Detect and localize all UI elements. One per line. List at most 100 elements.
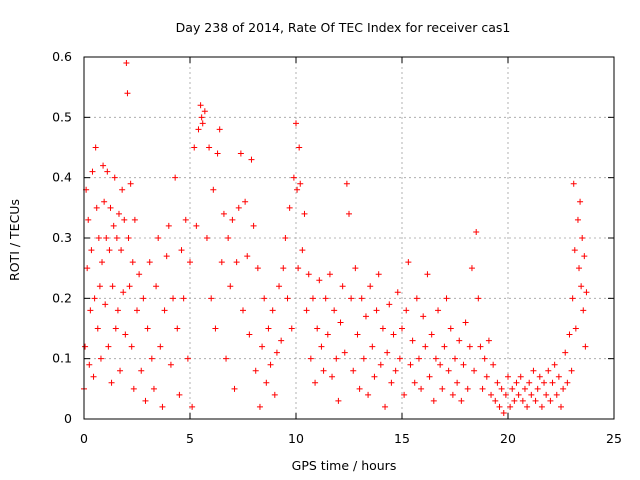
data-point (265, 325, 272, 332)
data-point (494, 379, 501, 386)
y-axis-label: ROTI / TECUs (7, 199, 22, 281)
data-point (150, 385, 157, 392)
data-point (462, 319, 469, 326)
data-point (108, 379, 115, 386)
data-point (432, 355, 439, 362)
data-point (246, 331, 253, 338)
data-point (89, 168, 96, 175)
data-point (543, 391, 550, 398)
data-point (350, 367, 357, 374)
data-point (290, 174, 297, 181)
data-point (294, 186, 301, 193)
data-point (96, 283, 103, 290)
data-point (244, 253, 251, 260)
data-point (392, 367, 399, 374)
data-point (492, 397, 499, 404)
data-point (157, 343, 164, 350)
data-point (318, 343, 325, 350)
data-point (167, 361, 174, 368)
data-point (106, 247, 113, 254)
data-point (324, 331, 331, 338)
data-point (131, 216, 138, 223)
data-point (225, 235, 232, 241)
data-point (117, 367, 124, 374)
data-point (161, 307, 168, 314)
data-point (254, 265, 261, 272)
data-point (206, 144, 213, 151)
data-point (536, 373, 543, 380)
data-point (284, 295, 291, 302)
data-point (517, 373, 524, 380)
data-point (263, 379, 270, 386)
y-tick-label: 0.1 (52, 351, 72, 366)
data-point (182, 216, 189, 223)
data-point (555, 373, 562, 380)
data-point (193, 222, 200, 229)
data-point (420, 313, 427, 320)
data-point (212, 325, 219, 332)
data-point (356, 385, 363, 392)
data-point (88, 247, 95, 254)
data-point (441, 343, 448, 350)
data-point (114, 307, 121, 314)
data-point (343, 180, 350, 187)
data-point (534, 385, 541, 392)
data-point (373, 307, 380, 314)
data-point (580, 307, 587, 314)
data-point (352, 265, 359, 272)
data-point (530, 367, 537, 374)
data-point (437, 361, 444, 368)
data-point (184, 355, 191, 362)
data-point (375, 271, 382, 278)
y-tick-label: 0.6 (52, 49, 72, 64)
data-point (191, 144, 198, 151)
data-point (312, 379, 319, 386)
data-point (460, 361, 467, 368)
data-point (443, 295, 450, 302)
data-point (483, 373, 490, 380)
y-tick-label: 0.5 (52, 109, 72, 124)
data-point (329, 373, 336, 380)
data-point (485, 337, 492, 344)
data-point (479, 385, 486, 392)
data-point (571, 247, 578, 254)
data-point (418, 385, 425, 392)
data-point (424, 271, 431, 278)
data-point (91, 295, 98, 302)
data-point (187, 259, 193, 266)
data-point (582, 343, 589, 350)
data-point (358, 295, 365, 302)
data-point (153, 283, 160, 290)
data-point (481, 355, 488, 362)
data-point (280, 265, 287, 272)
data-point (271, 391, 278, 398)
data-point (109, 283, 116, 290)
data-point (113, 235, 120, 241)
data-point (572, 325, 579, 332)
data-point (256, 403, 263, 410)
data-point (144, 325, 151, 332)
x-axis-label: GPS time / hours (292, 458, 397, 473)
data-point (558, 403, 564, 410)
data-point (93, 204, 100, 211)
data-point (576, 265, 583, 272)
data-point (515, 391, 522, 398)
data-point (415, 355, 422, 362)
data-point (396, 355, 403, 362)
data-point (426, 373, 433, 380)
data-point (242, 198, 249, 205)
data-point (309, 295, 316, 302)
data-point (115, 210, 122, 217)
data-point (577, 198, 584, 205)
data-point (227, 283, 234, 290)
data-point (564, 379, 571, 386)
data-point (125, 235, 132, 241)
data-point (282, 235, 289, 241)
data-point (581, 253, 588, 260)
data-point (346, 210, 352, 217)
data-point (105, 343, 112, 350)
data-point (449, 391, 456, 398)
data-point (286, 204, 293, 211)
data-point (119, 186, 126, 193)
data-point (110, 222, 117, 229)
